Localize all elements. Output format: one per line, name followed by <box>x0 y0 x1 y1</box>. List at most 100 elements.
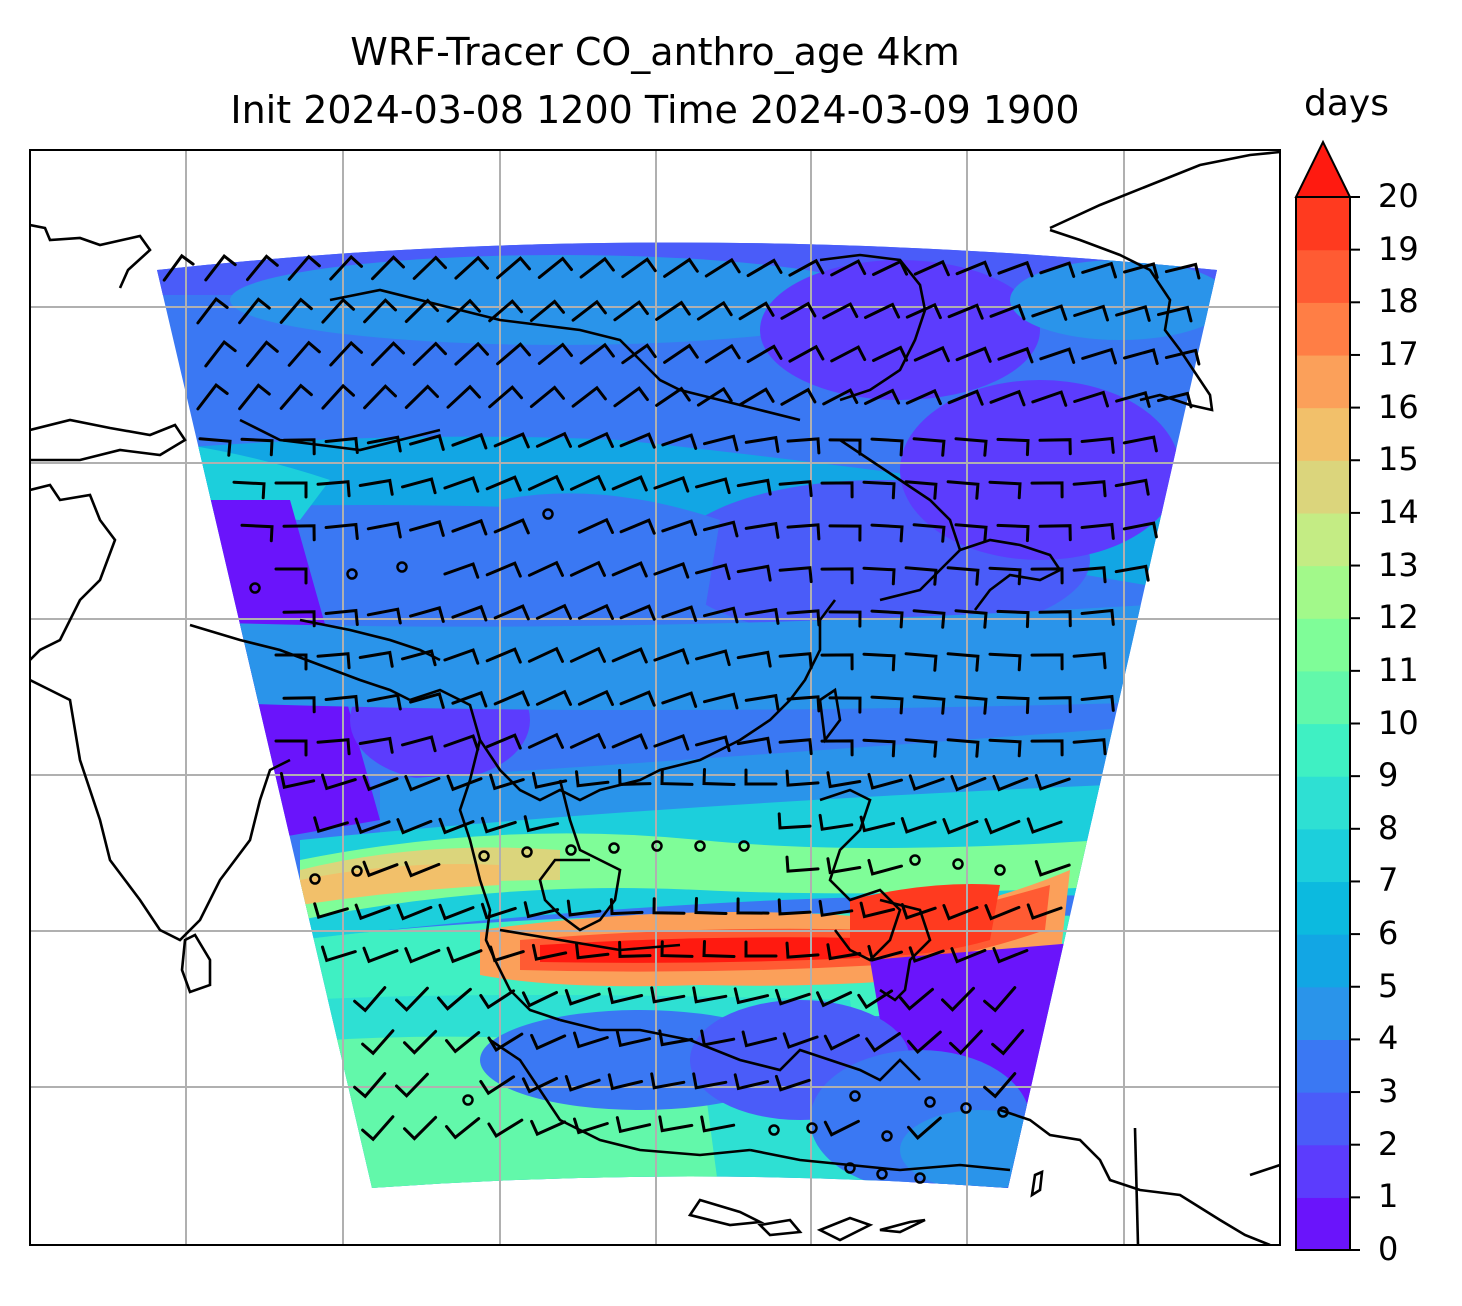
wind-barb <box>363 298 397 324</box>
wind-barb <box>907 1030 942 1055</box>
calm-wind-marker <box>914 1172 926 1184</box>
wind-barb <box>988 738 1022 758</box>
wind-barb <box>246 340 279 368</box>
wind-barb <box>1081 261 1117 279</box>
wind-barb <box>782 1032 819 1049</box>
wind-barb <box>823 1033 860 1051</box>
wind-barb <box>786 695 821 713</box>
wind-barb <box>321 945 357 963</box>
wind-barb <box>864 388 901 405</box>
wind-barb <box>983 986 1017 1013</box>
colorbar-tick-label: 5 <box>1378 966 1399 1005</box>
wind-barb <box>946 566 980 586</box>
colorbar-tick-label: 17 <box>1378 334 1419 373</box>
wind-barb <box>527 560 564 577</box>
wind-barb <box>950 947 987 964</box>
wind-barb <box>778 480 813 498</box>
wind-barb <box>913 345 950 363</box>
wind-barb <box>1030 481 1064 499</box>
wind-barb <box>366 607 402 625</box>
wind-barb <box>279 383 313 410</box>
calm-wind-marker <box>694 840 706 852</box>
wind-barb <box>487 1118 524 1138</box>
wind-barb <box>409 692 445 709</box>
wind-barb <box>396 904 433 921</box>
wind-barb <box>240 523 274 543</box>
calm-wind-marker <box>608 842 620 854</box>
wind-barb <box>663 257 699 278</box>
wind-barb <box>984 904 1021 921</box>
wind-barb <box>949 1029 983 1056</box>
wind-barb <box>862 738 896 758</box>
wind-barb <box>611 647 648 664</box>
wind-barb <box>521 991 558 1008</box>
calm-wind-marker <box>924 1096 936 1108</box>
wind-barb <box>738 301 775 321</box>
wind-barb <box>485 475 522 492</box>
colorbar-tick-label: 10 <box>1378 703 1419 742</box>
wind-barb <box>619 432 656 449</box>
calm-wind-marker <box>249 582 261 594</box>
wind-barb <box>778 652 813 670</box>
wind-barb <box>363 384 397 410</box>
wind-barb <box>950 775 987 792</box>
wind-barb <box>569 646 606 663</box>
wind-barb <box>198 437 232 457</box>
wind-barb <box>480 816 517 834</box>
wind-barb <box>786 609 821 627</box>
colorbar-tick-label: 14 <box>1378 492 1419 531</box>
wind-barb <box>1123 262 1159 279</box>
wind-barb <box>240 437 274 457</box>
wind-barb <box>820 653 854 671</box>
wind-barb <box>496 256 531 280</box>
wind-barb <box>1072 480 1107 498</box>
wind-barb <box>443 476 480 493</box>
wind-barb <box>443 648 480 665</box>
chart-subtitle: Init 2024-03-08 1200 Time 2024-03-09 190… <box>230 88 1080 132</box>
colorbar-swatch <box>1296 249 1350 303</box>
wind-barb <box>619 690 656 707</box>
wind-barb <box>658 1029 694 1047</box>
wind-barb <box>702 940 736 958</box>
wind-barb <box>741 1030 778 1048</box>
wind-barb <box>287 254 321 281</box>
wind-barb <box>954 437 988 457</box>
wind-barb <box>661 691 698 708</box>
wind-barb <box>955 260 992 277</box>
wind-barb <box>313 816 349 834</box>
wind-barb <box>1038 610 1072 628</box>
wind-barb <box>746 258 783 278</box>
wind-barb <box>820 739 854 757</box>
wind-barb <box>577 603 614 620</box>
wind-barb <box>577 517 614 534</box>
wind-barb <box>661 519 698 536</box>
colorbar-swatch <box>1296 934 1350 988</box>
map-frame <box>29 149 1281 1246</box>
wind-barb <box>329 340 363 367</box>
wind-barb <box>777 898 812 916</box>
wind-barb <box>900 903 937 920</box>
wind-barb <box>702 768 736 786</box>
wind-barb <box>445 1117 481 1140</box>
wind-barb <box>354 903 391 921</box>
wind-barb <box>904 566 938 586</box>
wind-barb <box>1115 305 1151 322</box>
wind-barb <box>324 694 359 712</box>
calm-wind-marker <box>542 508 554 520</box>
wind-barb <box>358 650 394 668</box>
wind-barb <box>446 946 483 964</box>
wind-barb <box>859 901 896 919</box>
wind-barb <box>954 695 988 715</box>
wind-barb <box>564 989 601 1006</box>
wind-barb <box>1080 608 1115 626</box>
wind-barb <box>1115 391 1151 408</box>
wind-barb <box>828 696 862 714</box>
wind-barb <box>658 1115 694 1133</box>
wind-barb <box>1031 304 1068 321</box>
wind-barb <box>611 561 648 578</box>
wind-barb <box>480 902 517 920</box>
colorbar-swatch <box>1296 512 1350 567</box>
colorbar-tick-label: 18 <box>1378 282 1419 321</box>
colorbar-swatch <box>1296 197 1350 251</box>
wind-barb <box>904 480 938 500</box>
